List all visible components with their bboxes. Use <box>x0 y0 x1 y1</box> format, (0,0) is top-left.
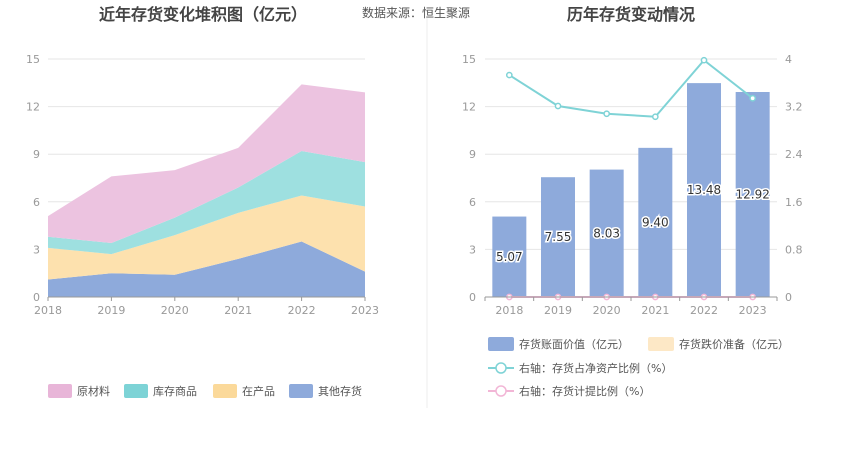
bar-2020[interactable] <box>589 169 624 297</box>
right-x-tick-label: 2019 <box>544 304 572 317</box>
bar-2022[interactable] <box>687 83 721 297</box>
right-x-tick-label: 2022 <box>690 304 718 317</box>
right-y2-tick-label: 2.4 <box>785 148 803 161</box>
left-legend: 原材料 库存商品 在产品 其他存货 <box>48 384 362 398</box>
bar-value-label: 7.55 <box>545 230 572 244</box>
area-原材料 <box>48 84 365 244</box>
left-y-tick-label: 15 <box>26 53 40 66</box>
left-y-tick-label: 0 <box>33 291 40 304</box>
legend-swatch-其他存货[interactable] <box>289 384 313 398</box>
line-point[interactable] <box>651 113 659 121</box>
line-point[interactable] <box>554 102 562 110</box>
right-y-tick-label: 12 <box>462 101 476 114</box>
right-y-tick-label: 9 <box>469 148 476 161</box>
bar-2023[interactable] <box>735 92 770 297</box>
right-y2-tick-label: 0 <box>785 291 792 304</box>
line-point[interactable] <box>603 110 611 118</box>
right-x-tick-label: 2023 <box>739 304 767 317</box>
legend-label-line[interactable]: 右轴：存货计提比例（%） <box>519 384 650 398</box>
left-x-tick-label: 2018 <box>34 304 62 317</box>
left-y-tick-label: 12 <box>26 101 40 114</box>
bar-value-label: 5.07 <box>496 250 523 264</box>
legend-label-在产品[interactable]: 在产品 <box>242 384 275 398</box>
area-其他存货 <box>48 241 365 297</box>
bar-line-combo-chart: 历年存货变动情况 0 3 6 9 12 15 0 0.8 1.6 2.4 3.2 4 5.07 7.5… <box>462 5 803 398</box>
right-x-tick-label: 2018 <box>495 304 523 317</box>
right-y2-axis-ticks: 0 0.8 1.6 2.4 3.2 4 <box>785 53 803 304</box>
source-note: 数据来源：恒生聚源 <box>362 5 470 20</box>
legend-swatch-库存商品[interactable] <box>124 384 148 398</box>
left-y-tick-label: 6 <box>33 196 40 209</box>
left-chart-title: 近年存货变化堆积图（亿元） <box>99 5 307 24</box>
left-area-series <box>48 84 365 297</box>
right-y2-tick-label: 0.8 <box>785 243 803 256</box>
right-gridlines <box>485 58 777 250</box>
legend-label-line[interactable]: 右轴：存货占净资产比例（%） <box>519 361 672 375</box>
line-右轴：存货占净资产比例（%） <box>508 58 754 118</box>
right-y-tick-label: 6 <box>469 196 476 209</box>
left-x-axis: 2018 2019 2020 2021 2022 2023 <box>34 296 379 317</box>
right-y-tick-label: 15 <box>462 53 476 66</box>
bar-2019[interactable] <box>541 177 575 297</box>
area-在产品 <box>48 195 365 280</box>
right-y2-tick-label: 4 <box>785 53 792 66</box>
legend-swatch-impairment[interactable] <box>648 337 674 351</box>
right-y2-tick-label: 3.2 <box>785 101 803 114</box>
legend-swatch-book-value[interactable] <box>488 337 514 351</box>
left-y-tick-label: 3 <box>33 243 40 256</box>
left-x-tick-label: 2021 <box>224 304 252 317</box>
right-x-tick-label: 2021 <box>641 304 669 317</box>
right-chart-title: 历年存货变动情况 <box>567 5 695 24</box>
left-x-tick-label: 2022 <box>288 304 316 317</box>
legend-swatch-在产品[interactable] <box>213 384 237 398</box>
legend-line-marker[interactable] <box>495 385 507 397</box>
bar-value-label: 9.40 <box>642 215 669 229</box>
left-y-axis-ticks: 0 3 6 9 12 15 <box>26 53 40 304</box>
legend-swatch-原材料[interactable] <box>48 384 72 398</box>
right-y2-tick-label: 1.6 <box>785 196 803 209</box>
legend-line-marker[interactable] <box>495 362 507 374</box>
line-point[interactable] <box>505 71 513 79</box>
bar-value-label: 13.48 <box>687 183 721 197</box>
left-y-tick-label: 9 <box>33 148 40 161</box>
bar-2018[interactable] <box>492 216 527 297</box>
right-legend: 存货账面价值（亿元） 存货跌价准备（亿元） 右轴：存货占净资产比例（%） 右轴：存货计… <box>488 337 789 398</box>
legend-label-book-value[interactable]: 存货账面价值（亿元） <box>519 337 629 351</box>
right-y-axis-ticks: 0 3 6 9 12 15 <box>462 53 476 304</box>
legend-label-库存商品[interactable]: 库存商品 <box>153 384 197 398</box>
line-point[interactable] <box>749 94 757 102</box>
bar-value-label: 8.03 <box>593 226 620 240</box>
bar-2021[interactable] <box>638 147 673 297</box>
left-x-tick-label: 2019 <box>97 304 125 317</box>
legend-label-其他存货[interactable]: 其他存货 <box>318 384 362 398</box>
legend-label-impairment[interactable]: 存货跌价准备（亿元） <box>679 337 789 351</box>
right-x-tick-label: 2020 <box>593 304 621 317</box>
right-x-axis: 2018 2019 2020 2021 2022 2023 <box>484 296 778 317</box>
right-y-tick-label: 0 <box>469 291 476 304</box>
right-bars: 5.07 7.55 8.03 9.40 13.48 12.92 <box>492 83 771 297</box>
left-x-tick-label: 2023 <box>351 304 379 317</box>
legend-label-原材料[interactable]: 原材料 <box>77 384 110 398</box>
left-x-tick-label: 2020 <box>161 304 189 317</box>
right-y-tick-label: 3 <box>469 243 476 256</box>
line-point[interactable] <box>700 56 708 64</box>
bar-value-label: 12.92 <box>735 188 769 202</box>
